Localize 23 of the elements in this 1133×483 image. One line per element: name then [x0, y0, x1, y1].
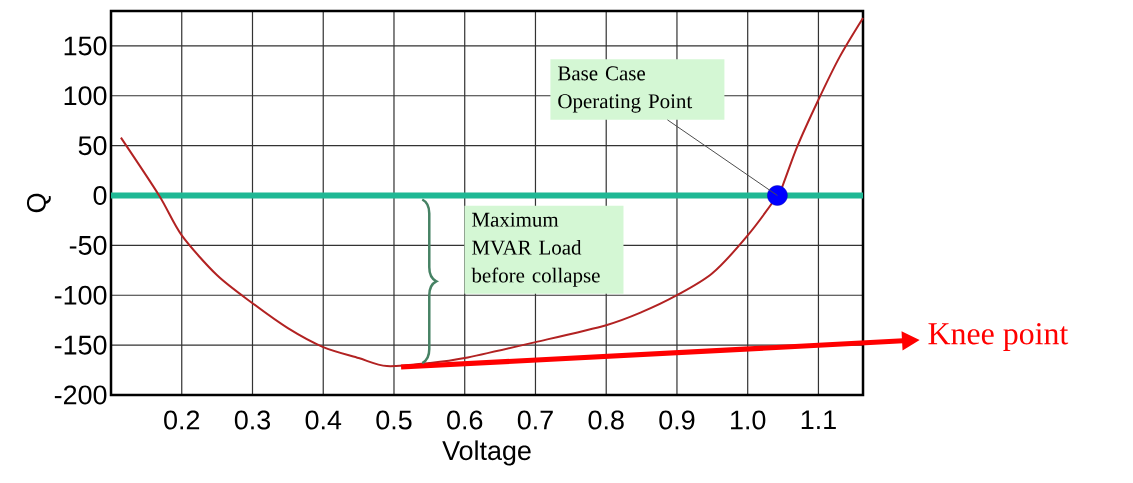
y-axis-title: Q — [26, 193, 51, 213]
x-tick-label: 0.8 — [588, 410, 624, 430]
annotation: Knee point — [928, 323, 1069, 351]
x-tick-label: 0.4 — [305, 410, 342, 430]
x-tick-label: 1.1 — [801, 410, 836, 430]
y-tick-label: -200 — [54, 385, 107, 405]
y-tick-label: -100 — [54, 285, 107, 305]
x-tick-label: 0.6 — [447, 410, 483, 430]
y-tick-label: -150 — [54, 335, 107, 355]
x-tick-label: 0.7 — [517, 410, 553, 430]
annotation: Maximum MVAR Load before collapse — [471, 212, 600, 287]
x-axis-title: Voltage — [442, 440, 531, 466]
annotation: Base Case Operating Point — [558, 66, 693, 113]
y-tick-label: 100 — [64, 86, 107, 106]
x-tick-label: 1.0 — [731, 410, 766, 430]
x-tick-label: 0.5 — [376, 410, 412, 430]
y-tick-label: 50 — [78, 136, 107, 156]
x-tick-label: 0.3 — [234, 410, 271, 430]
x-tick-label: 0.9 — [659, 410, 695, 430]
y-tick-label: 150 — [64, 36, 107, 56]
x-tick-label: 0.2 — [164, 410, 200, 430]
y-tick-label: -50 — [69, 235, 107, 255]
y-tick-label: 0 — [93, 185, 107, 206]
